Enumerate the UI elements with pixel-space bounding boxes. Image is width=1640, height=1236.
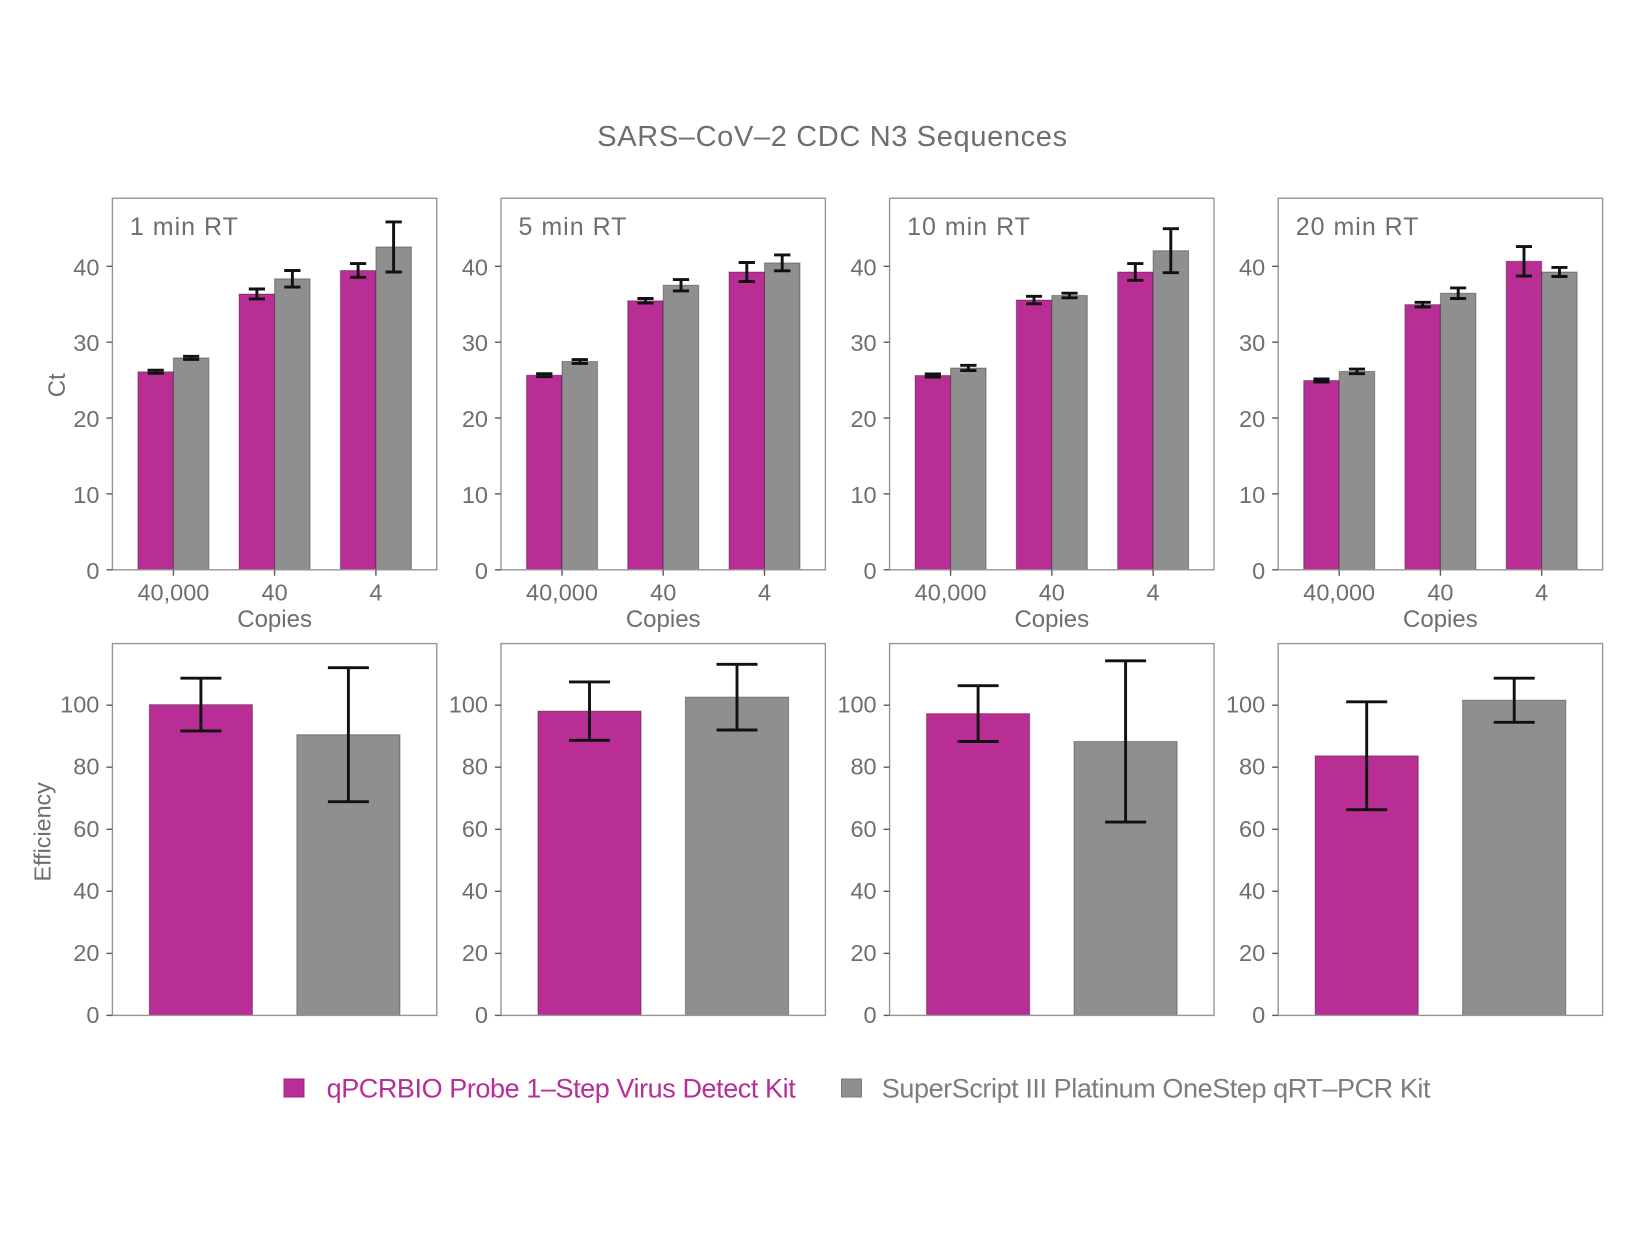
svg-text:100: 100 [837,692,876,718]
svg-text:60: 60 [73,816,99,842]
svg-text:100: 100 [1226,692,1265,718]
svg-text:40,000: 40,000 [1303,580,1375,606]
svg-text:30: 30 [1239,330,1265,356]
svg-text:0: 0 [86,1002,99,1028]
svg-text:80: 80 [850,754,876,780]
svg-text:30: 30 [462,330,488,356]
svg-text:5 min RT: 5 min RT [519,213,628,241]
svg-text:4: 4 [369,580,382,606]
svg-text:40: 40 [1239,878,1265,904]
svg-text:40: 40 [650,580,676,606]
svg-text:Copies: Copies [626,606,701,633]
svg-text:40: 40 [850,878,876,904]
svg-text:1 min RT: 1 min RT [130,213,239,241]
svg-text:0: 0 [864,558,877,584]
svg-text:SuperScript III Platinum OneSt: SuperScript III Platinum OneStep qRT–PCR… [882,1073,1431,1103]
svg-text:60: 60 [850,816,876,842]
svg-text:Copies: Copies [237,606,312,633]
svg-text:40: 40 [1239,254,1265,280]
svg-text:Copies: Copies [1014,606,1089,633]
svg-text:0: 0 [475,1002,488,1028]
svg-text:20: 20 [73,406,99,432]
svg-text:60: 60 [1239,816,1265,842]
svg-text:10: 10 [850,482,876,508]
svg-text:20: 20 [462,406,488,432]
svg-text:40: 40 [462,878,488,904]
svg-text:30: 30 [73,330,99,356]
svg-text:0: 0 [1252,558,1265,584]
svg-text:40,000: 40,000 [526,580,598,606]
svg-text:10: 10 [1239,482,1265,508]
svg-text:40: 40 [1427,580,1453,606]
svg-text:SARS–CoV–2 CDC N3 Sequences: SARS–CoV–2 CDC N3 Sequences [597,121,1068,153]
svg-text:20: 20 [1239,406,1265,432]
svg-text:0: 0 [475,558,488,584]
svg-text:0: 0 [864,1002,877,1028]
svg-text:40: 40 [262,580,288,606]
svg-text:30: 30 [850,330,876,356]
svg-text:80: 80 [1239,754,1265,780]
svg-text:20: 20 [850,940,876,966]
svg-text:0: 0 [1252,1002,1265,1028]
svg-text:10: 10 [73,482,99,508]
svg-text:20: 20 [1239,940,1265,966]
svg-text:4: 4 [758,580,771,606]
svg-text:0: 0 [86,558,99,584]
svg-text:40: 40 [73,254,99,280]
svg-text:4: 4 [1535,580,1548,606]
svg-text:40,000: 40,000 [915,580,987,606]
svg-text:80: 80 [73,754,99,780]
svg-text:20: 20 [73,940,99,966]
svg-text:60: 60 [462,816,488,842]
svg-text:40: 40 [73,878,99,904]
svg-text:100: 100 [60,692,99,718]
svg-text:40: 40 [850,254,876,280]
svg-text:20: 20 [462,940,488,966]
svg-text:20: 20 [850,406,876,432]
svg-text:40: 40 [462,254,488,280]
svg-text:4: 4 [1147,580,1160,606]
svg-text:40: 40 [1039,580,1065,606]
svg-text:Copies: Copies [1403,606,1478,633]
svg-text:80: 80 [462,754,488,780]
svg-text:Ct: Ct [44,373,71,397]
svg-text:100: 100 [449,692,488,718]
svg-text:qPCRBIO Probe 1–Step Virus Det: qPCRBIO Probe 1–Step Virus Detect Kit [327,1073,797,1103]
svg-text:Efficiency: Efficiency [30,782,56,882]
svg-text:10 min RT: 10 min RT [907,213,1031,241]
svg-text:20 min RT: 20 min RT [1296,213,1420,241]
svg-text:10: 10 [462,482,488,508]
svg-text:40,000: 40,000 [137,580,209,606]
